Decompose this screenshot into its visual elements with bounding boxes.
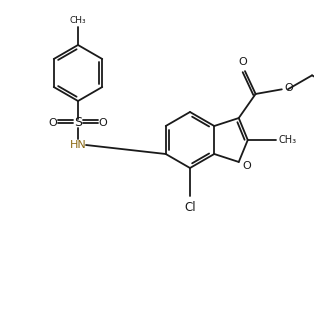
Text: CH₃: CH₃ <box>279 135 297 145</box>
Text: O: O <box>239 57 247 67</box>
Text: O: O <box>243 161 252 171</box>
Text: HN: HN <box>70 140 86 150</box>
Text: O: O <box>285 83 294 93</box>
Text: CH₃: CH₃ <box>70 16 86 25</box>
Text: O: O <box>49 118 57 128</box>
Text: S: S <box>74 116 82 130</box>
Text: O: O <box>99 118 107 128</box>
Text: Cl: Cl <box>184 201 196 214</box>
